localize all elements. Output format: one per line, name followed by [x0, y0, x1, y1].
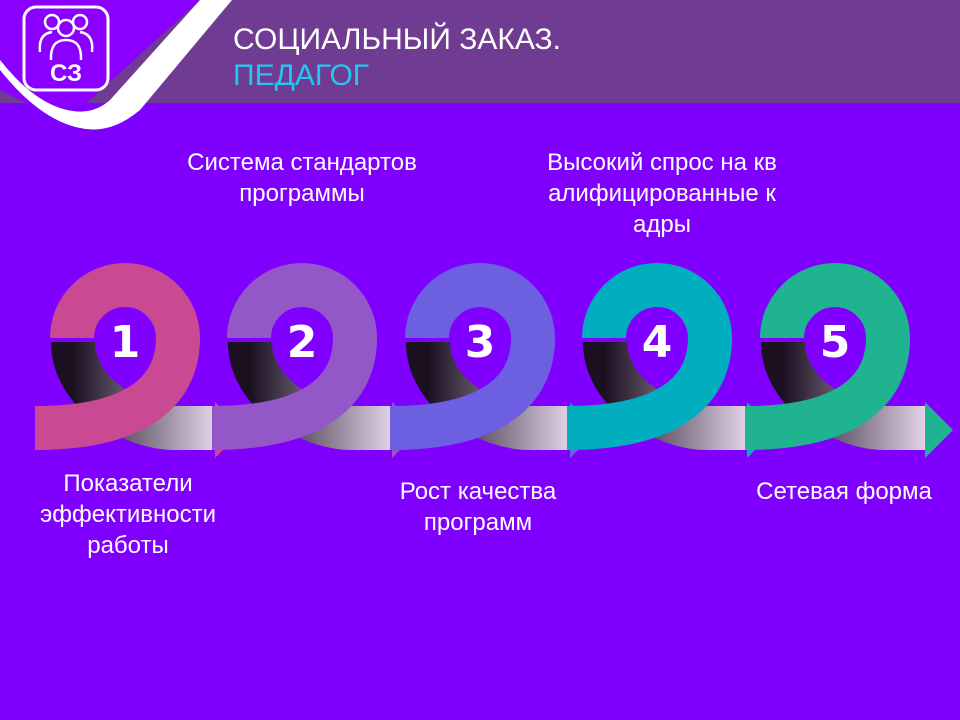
step-label-3: Рост качества программ: [399, 478, 557, 536]
loop-front-ribbon: [34, 263, 201, 450]
logo-text: СЗ: [49, 60, 83, 87]
step-number-4: 4: [641, 317, 673, 368]
step-number-2: 2: [286, 317, 318, 368]
loop-front-ribbon: [211, 263, 378, 450]
people-group-icon: [38, 13, 94, 61]
step-number-5: 5: [819, 317, 851, 368]
slide-subtitle: ПЕДАГОГ: [233, 59, 370, 92]
loop-front-ribbon: [566, 263, 733, 450]
loop-arrow-head: [925, 402, 953, 458]
step-label-2: Система стандартов программы: [187, 149, 417, 207]
step-number-1: 1: [109, 317, 141, 368]
loop-front-ribbon: [744, 263, 911, 450]
step-number-3: 3: [464, 317, 496, 368]
step-label-5: Сетевая форма: [756, 478, 932, 505]
step-label-4: Высокий спрос на квалифицированные кадры: [547, 149, 777, 238]
loop-front-ribbon: [389, 263, 556, 450]
slide-title: СОЦИАЛЬНЫЙ ЗАКАЗ.: [233, 23, 561, 56]
step-label-1: Показатели эффективности работы: [39, 470, 216, 559]
logo: [22, 5, 110, 92]
